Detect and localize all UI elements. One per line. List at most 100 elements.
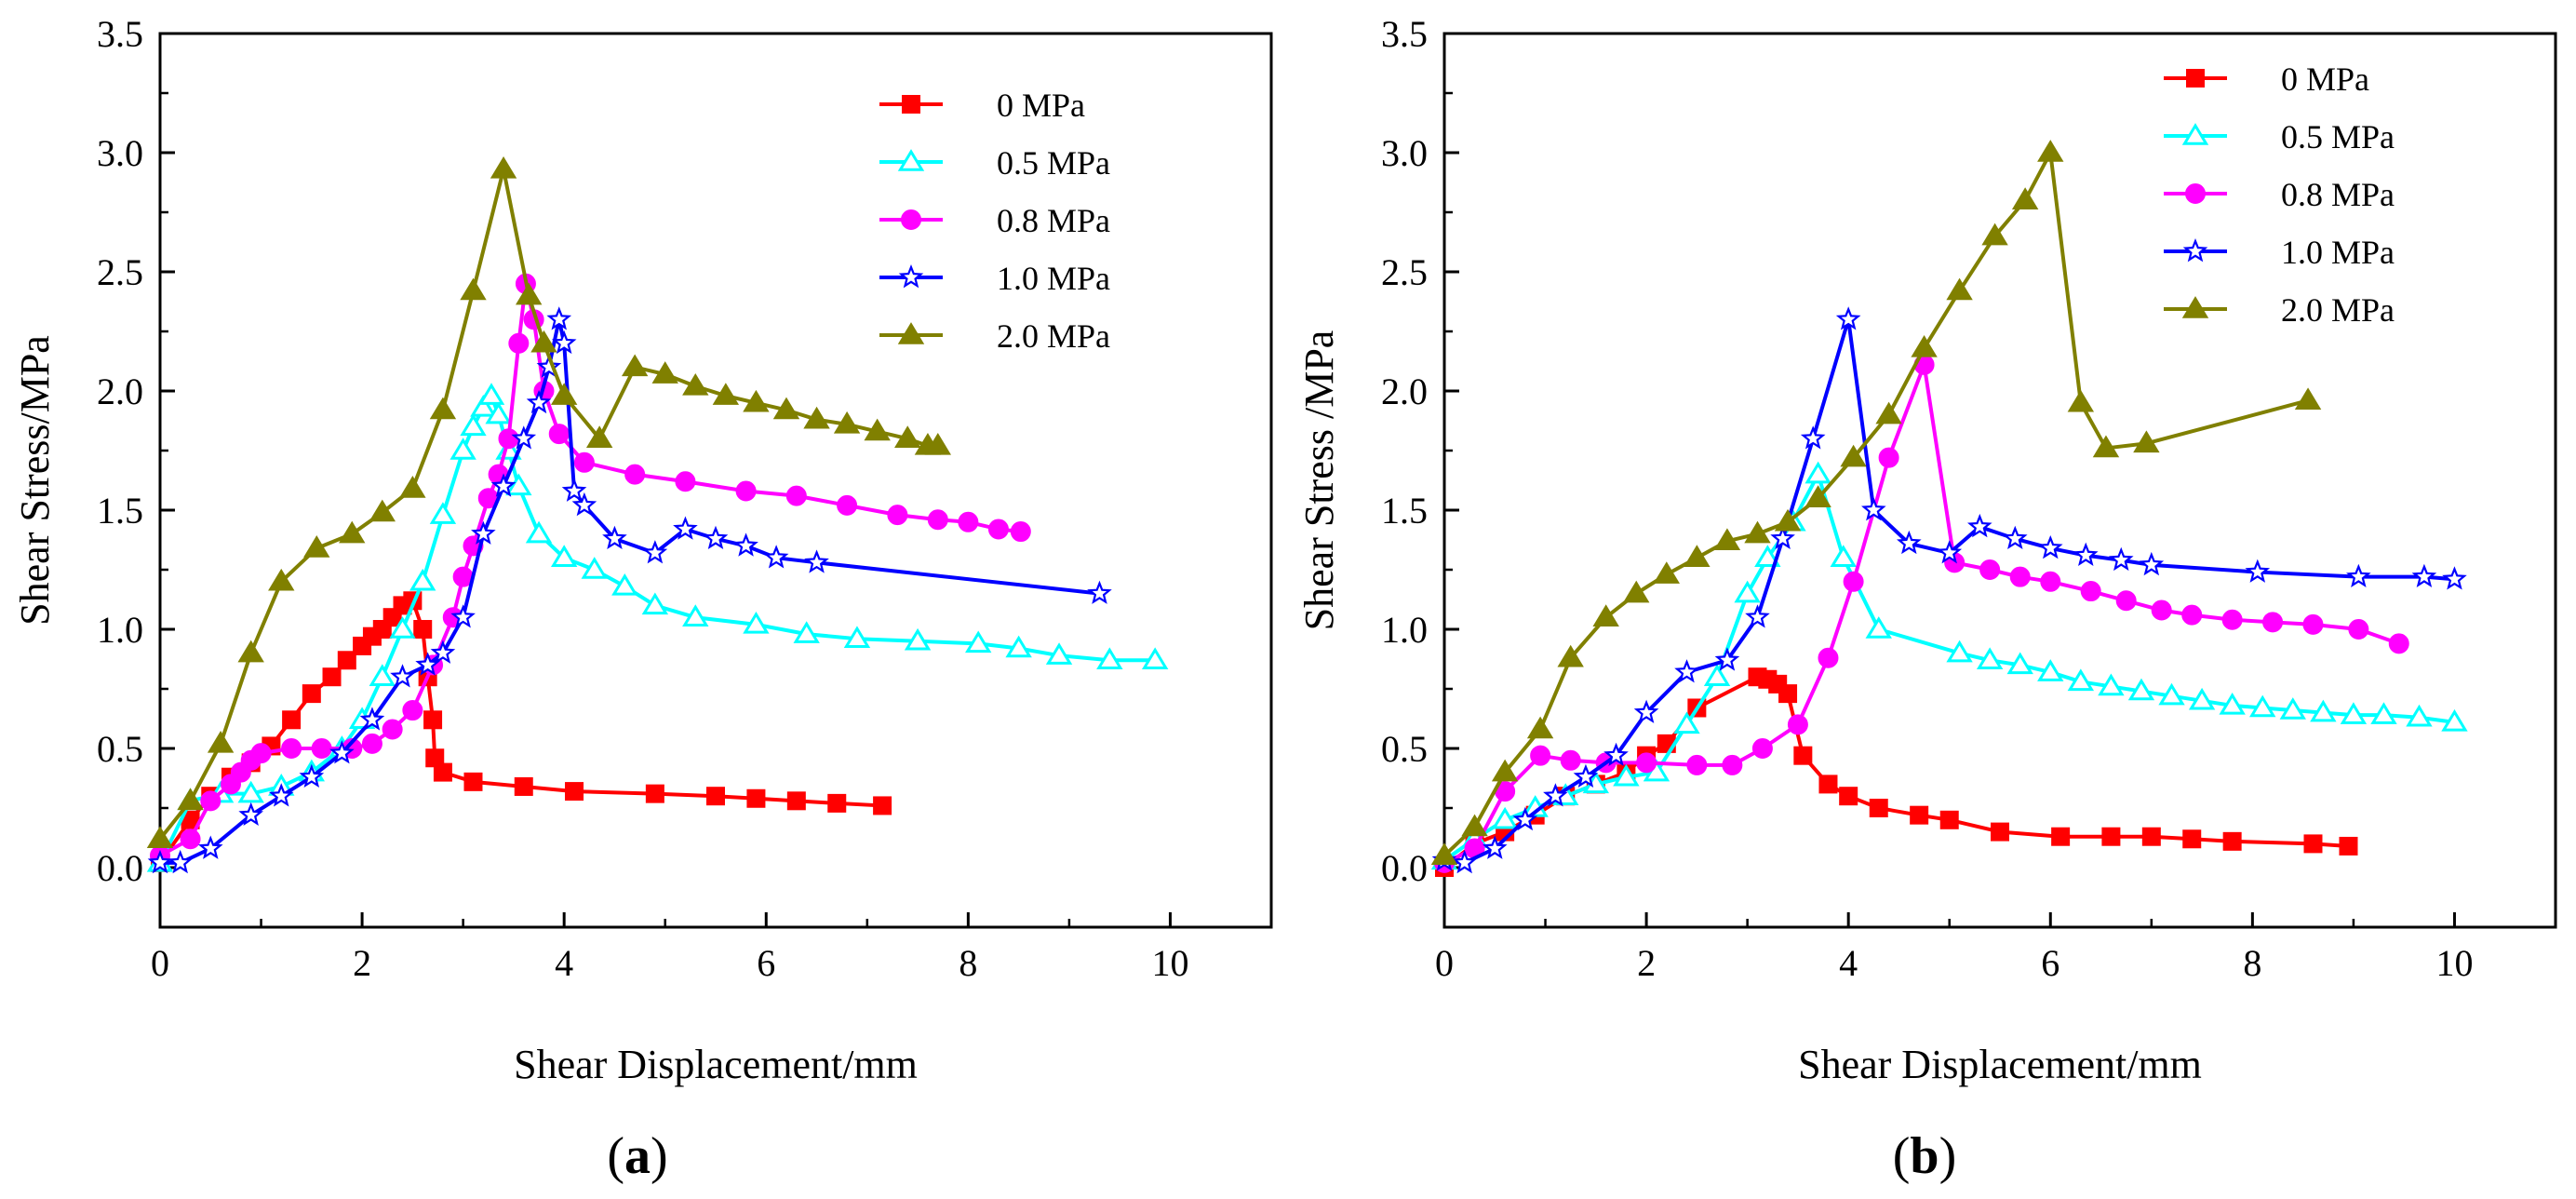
data-point-0-mpa xyxy=(786,791,806,811)
series-line-0-8-mpa xyxy=(1443,362,2400,865)
x-tick-label: 4 xyxy=(555,942,573,984)
y-tick-label: 1.5 xyxy=(1381,490,1428,532)
x-axis-title-b: Shear Displacement/mm xyxy=(1798,1042,2202,1087)
data-point-1-0-mpa xyxy=(430,640,456,664)
data-point-0-5-mpa xyxy=(682,604,709,626)
data-point-2-0-mpa xyxy=(2037,140,2064,162)
data-point-1-0-mpa xyxy=(1087,580,1112,604)
data-point-2-0-mpa xyxy=(1713,528,1741,551)
data-point-0-5-mpa xyxy=(2441,708,2468,732)
data-point-0-5-mpa xyxy=(1734,580,1761,603)
data-point-0-5-mpa xyxy=(2067,668,2095,692)
data-point-0-5-mpa xyxy=(460,413,487,437)
data-point-0-8-mpa xyxy=(1686,754,1708,775)
data-point-1-0-mpa xyxy=(1674,659,1699,683)
legend-swatch-marker xyxy=(2182,238,2208,263)
data-point-1-0-mpa xyxy=(804,549,829,573)
data-point-0-mpa xyxy=(2051,827,2071,846)
data-point-0-5-mpa xyxy=(485,401,512,424)
x-tick-label: 8 xyxy=(2243,942,2261,984)
data-point-0-8-mpa xyxy=(200,790,221,812)
data-point-1-0-mpa xyxy=(268,783,294,807)
data-point-1-0-mpa xyxy=(1835,306,1861,330)
data-point-0-5-mpa xyxy=(1865,616,1892,639)
y-tick-label: 0.5 xyxy=(97,728,143,770)
data-point-0-5-mpa xyxy=(611,573,638,596)
data-point-1-0-mpa xyxy=(546,306,572,330)
data-point-0-8-mpa xyxy=(2115,590,2137,612)
data-point-1-0-mpa xyxy=(1482,835,1508,859)
legend-swatch-marker xyxy=(2186,69,2205,88)
data-point-1-0-mpa xyxy=(329,740,355,764)
data-point-2-0-mpa xyxy=(1623,580,1650,603)
data-point-2-0-mpa xyxy=(1491,759,1519,782)
data-point-1-0-mpa xyxy=(2037,534,2063,559)
legend-label: 0 MPa xyxy=(997,87,1085,124)
plot-frame-b xyxy=(1442,32,2557,929)
data-point-2-0-mpa xyxy=(237,640,264,663)
panel-label-b-open: ( xyxy=(1893,1127,1911,1185)
data-point-0-mpa xyxy=(746,788,766,808)
data-point-2-0-mpa xyxy=(2011,187,2039,209)
data-point-0-mpa xyxy=(873,796,892,815)
legend-item-0-5-mpa: 0.5 MPa xyxy=(2164,118,2395,155)
data-point-0-5-mpa xyxy=(904,627,932,651)
data-point-1-0-mpa xyxy=(642,540,668,564)
data-point-0-8-mpa xyxy=(2080,581,2101,602)
data-point-0-5-mpa xyxy=(793,621,820,643)
data-point-2-0-mpa xyxy=(1911,335,1938,357)
data-point-1-0-mpa xyxy=(703,525,729,550)
data-point-0-mpa xyxy=(1869,799,1888,817)
y-tick-label: 0.5 xyxy=(1381,728,1428,770)
data-point-0-mpa xyxy=(1991,822,2009,842)
x-tick-label: 2 xyxy=(1637,942,1656,984)
panel-a: 0 2 4 6 8 10 0.0 0.5 1.0 1.5 2.0 2.5 3.0 3.5 0 MPa 0.5… xyxy=(12,13,1273,1185)
x-axis-title-a: Shear Displacement/mm xyxy=(514,1042,918,1087)
data-point-0-8-mpa xyxy=(887,505,908,526)
legend-label: 0.8 MPa xyxy=(2281,176,2395,213)
data-point-0-mpa xyxy=(706,787,725,806)
y-tick-label: 2.5 xyxy=(1381,251,1428,293)
data-point-2-0-mpa xyxy=(1557,644,1584,667)
series-layer-a xyxy=(146,156,1169,874)
data-point-1-0-mpa xyxy=(1770,525,1795,550)
data-point-2-0-mpa xyxy=(1774,508,1802,532)
y-axis-title-b: Shear Stress /MPa xyxy=(1296,330,1342,631)
data-point-0-8-mpa xyxy=(1818,647,1839,668)
x-tick-label: 6 xyxy=(757,942,775,984)
series-2-0-mpa xyxy=(1430,140,2322,865)
data-point-1-0-mpa xyxy=(1573,763,1599,788)
data-point-0-8-mpa xyxy=(2262,612,2284,633)
data-point-0-5-mpa xyxy=(581,557,608,579)
data-point-0-mpa xyxy=(2339,836,2358,855)
data-point-2-0-mpa xyxy=(585,425,613,448)
data-point-0-8-mpa xyxy=(548,424,570,445)
data-point-0-mpa xyxy=(2182,829,2202,849)
legend-swatch-marker xyxy=(898,264,924,289)
data-point-0-5-mpa xyxy=(2406,704,2433,727)
legend-item-1-0-mpa: 1.0 MPa xyxy=(879,260,1110,297)
data-point-0-8-mpa xyxy=(2040,571,2061,592)
x-tick-label: 2 xyxy=(353,942,371,984)
x-tick-label: 6 xyxy=(2041,942,2059,984)
data-point-2-0-mpa xyxy=(399,476,426,498)
data-point-0-mpa xyxy=(2101,827,2121,846)
data-point-2-0-mpa xyxy=(1526,716,1554,739)
data-point-1-0-mpa xyxy=(197,835,223,859)
data-point-0-8-mpa xyxy=(958,511,979,532)
data-point-0-8-mpa xyxy=(180,829,201,850)
data-point-0-5-mpa xyxy=(2158,682,2185,706)
legend-label: 1.0 MPa xyxy=(997,260,1110,297)
x-tick-label: 0 xyxy=(1435,942,1454,984)
y-tick-label: 0.0 xyxy=(1381,847,1428,889)
data-point-0-mpa xyxy=(1939,810,1959,829)
data-point-1-0-mpa xyxy=(1745,604,1770,628)
series-2-0-mpa xyxy=(146,156,951,849)
data-point-1-0-mpa xyxy=(1512,806,1538,831)
legend-swatch-marker xyxy=(2185,183,2206,204)
data-point-0-5-mpa xyxy=(843,626,871,648)
data-point-0-5-mpa xyxy=(505,473,532,496)
legend-swatch-marker xyxy=(902,95,920,114)
data-point-0-8-mpa xyxy=(2151,600,2172,621)
